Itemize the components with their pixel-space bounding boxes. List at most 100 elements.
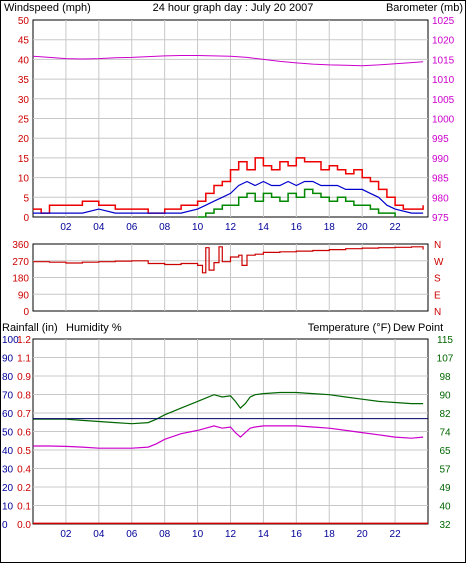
windspeed-tick-40: 40 bbox=[18, 55, 30, 66]
rain-tick-7: 0.8 bbox=[17, 391, 31, 402]
direction-tick-180: 180 bbox=[12, 274, 29, 285]
compass-tick-4: N bbox=[434, 240, 441, 251]
wind-hour-label-02: 02 bbox=[60, 222, 72, 233]
rain-tick-9: 1.1 bbox=[17, 354, 31, 365]
direction-tick-0: 0 bbox=[23, 307, 29, 318]
barometer-tick-1005: 1005 bbox=[432, 95, 455, 106]
wind-hour-label-20: 20 bbox=[357, 222, 369, 233]
humidity-tick-50: 50 bbox=[2, 428, 14, 439]
barometer-tick-1015: 1015 bbox=[432, 55, 455, 66]
rain-tick-5: 0.6 bbox=[17, 428, 31, 439]
temperature-tick-57: 57 bbox=[439, 465, 451, 476]
temp-hour-label-14: 14 bbox=[258, 529, 270, 540]
wind-hour-label-16: 16 bbox=[291, 222, 303, 233]
wind-hour-label-10: 10 bbox=[192, 222, 204, 233]
humidity-tick-60: 60 bbox=[2, 409, 14, 420]
graph-title: 24 hour graph day : July 20 2007 bbox=[153, 2, 314, 14]
barometer-tick-1000: 1000 bbox=[432, 115, 455, 126]
barometer-tick-985: 985 bbox=[432, 174, 449, 185]
barometer-tick-980: 980 bbox=[432, 193, 449, 204]
direction-tick-270: 270 bbox=[12, 257, 29, 268]
windspeed-axis-label: Windspeed (mph) bbox=[4, 2, 91, 14]
windspeed-tick-5: 5 bbox=[23, 193, 29, 204]
temperature-tick-32: 32 bbox=[439, 520, 451, 531]
wind-hour-label-04: 04 bbox=[93, 222, 105, 233]
humidity-tick-0: 0 bbox=[2, 520, 8, 531]
wind-average-line bbox=[33, 180, 424, 214]
wind-hour-label-06: 06 bbox=[126, 222, 138, 233]
temperature-tick-82: 82 bbox=[439, 409, 451, 420]
temp-hour-label-04: 04 bbox=[93, 529, 105, 540]
wind-direction-line bbox=[33, 246, 424, 274]
humidity-tick-40: 40 bbox=[2, 446, 14, 457]
humidity-tick-20: 20 bbox=[2, 483, 14, 494]
direction-tick-90: 90 bbox=[18, 290, 30, 301]
wind-hour-label-08: 08 bbox=[159, 222, 171, 233]
wind-hour-label-22: 22 bbox=[390, 222, 402, 233]
compass-tick-1: E bbox=[434, 290, 441, 301]
temp-hour-label-18: 18 bbox=[324, 529, 336, 540]
barometer-tick-990: 990 bbox=[432, 154, 449, 165]
windspeed-tick-15: 15 bbox=[18, 154, 30, 165]
barometer-tick-1020: 1020 bbox=[432, 36, 455, 47]
humidity-tick-10: 10 bbox=[2, 502, 14, 513]
barometer-line bbox=[32, 55, 424, 67]
temperature-tick-107: 107 bbox=[437, 354, 454, 365]
temperature-tick-90: 90 bbox=[439, 391, 451, 402]
rain-tick-0: 0.0 bbox=[17, 520, 31, 531]
windspeed-tick-0: 0 bbox=[23, 213, 29, 224]
temp-hour-label-10: 10 bbox=[192, 529, 204, 540]
windspeed-tick-10: 10 bbox=[18, 174, 30, 185]
rain-tick-6: 0.7 bbox=[17, 409, 31, 420]
rain-tick-8: 0.9 bbox=[17, 372, 31, 383]
temperature-tick-49: 49 bbox=[439, 483, 451, 494]
windspeed-tick-20: 20 bbox=[18, 134, 30, 145]
humidity-tick-80: 80 bbox=[2, 372, 14, 383]
rain-tick-10: 1.2 bbox=[17, 335, 31, 346]
barometer-tick-1025: 1025 bbox=[432, 16, 455, 27]
dew-point-axis-label: Dew Point bbox=[393, 322, 443, 334]
compass-tick-3: W bbox=[434, 257, 444, 268]
humidity-tick-30: 30 bbox=[2, 465, 14, 476]
humidity-tick-90: 90 bbox=[2, 354, 14, 365]
wind-hour-label-14: 14 bbox=[258, 222, 270, 233]
windspeed-tick-50: 50 bbox=[18, 16, 30, 27]
temperature-tick-40: 40 bbox=[439, 502, 451, 513]
temperature-tick-65: 65 bbox=[439, 446, 451, 457]
rain-tick-4: 0.5 bbox=[17, 446, 31, 457]
rain-tick-1: 0.1 bbox=[17, 502, 31, 513]
temp-hour-label-20: 20 bbox=[357, 529, 369, 540]
temperature-tick-98: 98 bbox=[439, 372, 451, 383]
barometer-tick-995: 995 bbox=[432, 134, 449, 145]
rain-tick-2: 0.2 bbox=[17, 483, 31, 494]
temp-hour-label-16: 16 bbox=[291, 529, 303, 540]
rainfall-axis-label: Rainfall (in) bbox=[2, 322, 58, 334]
windspeed-tick-35: 35 bbox=[18, 75, 30, 86]
barometer-tick-1010: 1010 bbox=[432, 75, 455, 86]
temp-hour-label-22: 22 bbox=[390, 529, 402, 540]
humidity-tick-70: 70 bbox=[2, 391, 14, 402]
barometer-axis-label: Barometer (mb) bbox=[386, 2, 463, 14]
dew-point-line bbox=[33, 425, 424, 449]
humidity-axis-label: Humidity % bbox=[66, 322, 122, 334]
wind-hour-label-12: 12 bbox=[225, 222, 237, 233]
wind-low-line bbox=[197, 188, 396, 218]
temp-hour-label-12: 12 bbox=[225, 529, 237, 540]
barometer-tick-975: 975 bbox=[432, 213, 449, 224]
temperature-line bbox=[33, 391, 424, 425]
temp-hour-label-06: 06 bbox=[126, 529, 138, 540]
windspeed-tick-45: 45 bbox=[18, 36, 30, 47]
compass-tick-0: N bbox=[434, 307, 441, 318]
compass-tick-2: S bbox=[434, 274, 441, 285]
wind-hour-label-18: 18 bbox=[324, 222, 336, 233]
direction-tick-360: 360 bbox=[12, 240, 29, 251]
temp-hour-label-08: 08 bbox=[159, 529, 171, 540]
windspeed-tick-25: 25 bbox=[18, 115, 30, 126]
temperature-tick-74: 74 bbox=[439, 428, 451, 439]
wind-gust-line bbox=[33, 157, 424, 214]
windspeed-tick-30: 30 bbox=[18, 95, 30, 106]
temperature-axis-label: Temperature (°F) bbox=[308, 322, 391, 334]
rain-tick-3: 0.4 bbox=[17, 465, 31, 476]
